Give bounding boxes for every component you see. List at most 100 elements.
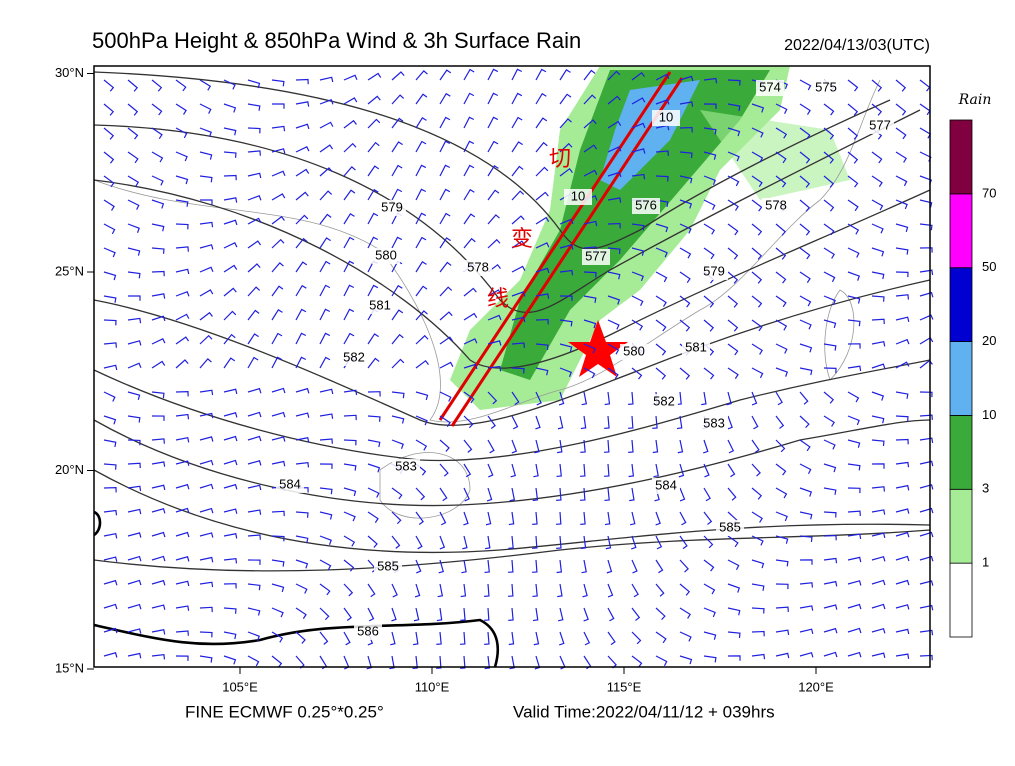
wind-barb	[556, 511, 562, 525]
wind-barb	[175, 268, 190, 275]
wind-barb	[247, 607, 261, 616]
wind-barb	[175, 246, 189, 252]
wind-barb	[919, 484, 934, 490]
wind-barb	[103, 556, 118, 562]
wind-barb	[511, 291, 526, 297]
wind-barb	[703, 367, 715, 380]
wind-barb	[823, 319, 837, 329]
wind-barb	[559, 269, 574, 276]
wind-barb	[823, 343, 837, 351]
wind-barb	[751, 127, 764, 138]
wind-barb	[583, 271, 597, 278]
wind-barb	[511, 316, 526, 323]
wind-barb	[871, 532, 886, 538]
wind-barb	[557, 583, 563, 598]
wind-barb	[655, 175, 669, 182]
colorbar-box	[949, 488, 973, 564]
wind-barb	[607, 146, 622, 153]
wind-barb	[319, 99, 334, 105]
coastline	[93, 79, 881, 423]
wind-barb	[895, 579, 910, 586]
wind-barb	[727, 367, 739, 379]
wind-barb	[751, 535, 764, 546]
wind-barb	[532, 583, 538, 598]
wind-barb	[151, 360, 166, 369]
wind-barb	[679, 655, 693, 665]
wind-barb	[775, 343, 788, 354]
wind-barb	[343, 236, 355, 249]
wind-barb	[487, 365, 502, 372]
wind-barb	[751, 391, 758, 406]
wind-barb	[415, 415, 428, 426]
wind-barb	[823, 103, 835, 116]
wind-barb	[127, 317, 142, 324]
wind-barb	[703, 559, 715, 572]
wind-barb	[919, 414, 933, 420]
colorbar-label: 3	[982, 481, 989, 496]
wind-barb	[727, 439, 735, 454]
wind-barb	[415, 212, 427, 225]
wind-barb	[751, 559, 765, 569]
wind-barb	[367, 236, 379, 249]
wind-barb	[535, 92, 547, 105]
wind-barb	[847, 295, 861, 304]
wind-barb	[655, 583, 665, 597]
wind-barb	[247, 534, 261, 540]
wind-barb	[367, 333, 379, 345]
wind-barb	[823, 271, 836, 283]
wind-barb	[823, 627, 838, 634]
wind-barb	[247, 263, 261, 273]
wind-barb	[535, 191, 549, 201]
wind-barb	[847, 439, 861, 448]
wind-barb	[463, 391, 475, 404]
wind-barb	[175, 151, 188, 162]
wind-barb	[175, 460, 190, 466]
wind-barb	[127, 295, 141, 301]
wind-barb	[199, 244, 214, 250]
wind-barb	[391, 236, 403, 249]
wind-barb	[151, 247, 165, 254]
wind-barb	[247, 127, 261, 134]
wind-barb	[631, 535, 637, 550]
wind-barb	[727, 631, 741, 639]
wind-barb	[343, 308, 355, 321]
wind-barb	[319, 284, 331, 297]
wind-barb	[439, 237, 451, 249]
wind-barb	[487, 340, 502, 346]
contour-label: 584	[279, 476, 301, 491]
wind-barb	[319, 631, 329, 645]
wind-barb	[847, 651, 862, 658]
wind-barb	[127, 603, 142, 610]
wind-barb	[271, 559, 285, 567]
wind-barb	[679, 247, 692, 259]
wind-barb	[199, 655, 213, 663]
wind-barb	[895, 199, 908, 210]
wind-barb	[319, 167, 333, 177]
wind-barb	[391, 439, 404, 449]
colorbar-label: 70	[982, 185, 996, 200]
wind-barb	[703, 511, 713, 525]
wind-barb	[151, 151, 164, 163]
wind-barb	[823, 439, 836, 450]
wind-barb	[103, 199, 115, 211]
wind-barb	[655, 73, 670, 81]
colorbar-box	[949, 267, 973, 342]
wind-barb	[535, 367, 549, 376]
contour-label-bg	[756, 80, 784, 96]
colorbar-label: 50	[982, 259, 996, 274]
wind-barb	[437, 583, 444, 598]
wind-barb	[532, 511, 538, 525]
contour-label-bg	[762, 198, 790, 214]
lat-tick-label: 30°N	[55, 65, 84, 80]
wind-barb	[247, 583, 261, 591]
wind-barb	[319, 511, 333, 520]
wind-barb	[799, 463, 812, 475]
wind-barb	[247, 655, 260, 667]
wind-barb	[319, 237, 331, 249]
wind-barb	[127, 127, 139, 140]
wind-barb	[679, 126, 693, 133]
wind-barb	[439, 439, 450, 452]
wind-barb	[295, 101, 310, 107]
wind-barb	[727, 319, 739, 332]
